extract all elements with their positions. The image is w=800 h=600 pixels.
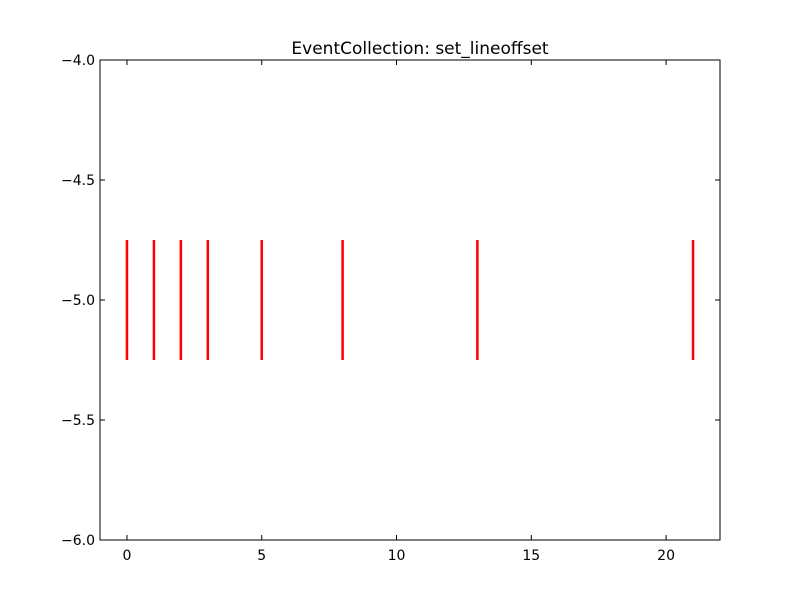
- y-tick-label: −5.0: [61, 293, 95, 309]
- x-tick-label: 5: [257, 548, 266, 564]
- x-tick-label: 20: [657, 548, 675, 564]
- chart-title: EventCollection: set_lineoffset: [291, 39, 549, 59]
- x-tick-label: 15: [522, 548, 540, 564]
- x-axis: 0 5 10 15 20: [122, 60, 675, 564]
- y-tick-label: −6.0: [61, 533, 95, 549]
- y-tick-label: −4.0: [61, 53, 95, 69]
- y-tick-label: −4.5: [61, 173, 95, 189]
- y-tick-label: −5.5: [61, 413, 95, 429]
- y-axis: −4.0 −4.5 −5.0 −5.5 −6.0: [61, 53, 720, 549]
- event-lines: [125, 240, 695, 360]
- x-tick-label: 10: [388, 548, 406, 564]
- x-tick-label: 0: [122, 548, 131, 564]
- plot-area: [99, 59, 721, 541]
